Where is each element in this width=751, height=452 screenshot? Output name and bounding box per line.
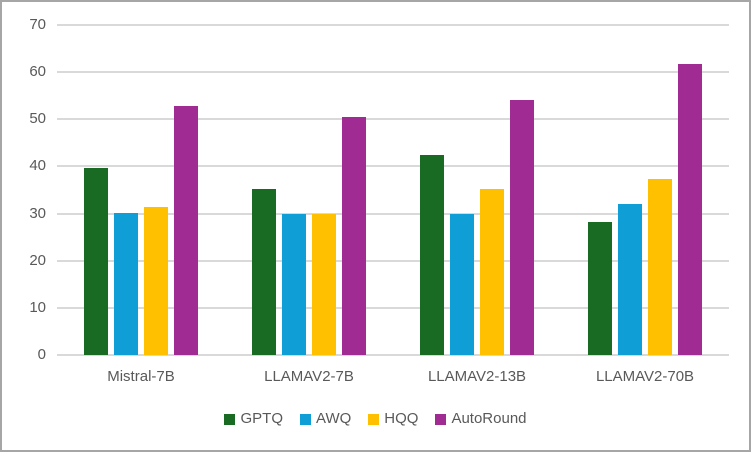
bar-hqq-llamav2-13b: [480, 189, 504, 355]
legend-swatch-gptq: [224, 413, 236, 425]
bar-gptq-llamav2-13b: [420, 155, 444, 355]
gridline: [57, 165, 729, 168]
legend-label: AutoRound: [451, 410, 527, 427]
gridline: [57, 259, 729, 262]
gridline: [57, 354, 729, 356]
bar-gptq-mistral-7b: [84, 168, 108, 355]
x-axis-category-label: Mistral-7B: [107, 368, 175, 385]
plot-area: [57, 24, 729, 356]
gridline: [57, 306, 729, 309]
bar-awq-llamav2-7b: [282, 213, 306, 355]
bar-gptq-llamav2-70b: [588, 221, 612, 355]
legend-swatch-awq: [300, 413, 311, 425]
legend-label: HQQ: [384, 410, 419, 427]
y-axis-tick-label: 0: [37, 346, 46, 363]
gridline: [57, 71, 729, 74]
bar-group-mistral-7b: [57, 25, 225, 355]
y-axis-tick-label: 60: [29, 63, 46, 81]
bar-awq-llamav2-13b: [450, 214, 474, 355]
x-axis-category-label: LLAMAV2-70B: [595, 368, 695, 385]
gridline: [57, 24, 729, 26]
legend-item-hqq: HQQ: [368, 408, 418, 430]
legend-swatch-hqq: [368, 413, 380, 425]
bar-autoround-llamav2-70b: [678, 63, 702, 355]
legend-label: GPTQ: [240, 410, 283, 427]
x-axis-category-label: LLAMAV2-13B: [427, 368, 527, 385]
legend-label: AWQ: [316, 410, 352, 427]
x-axis-category-label: LLAMAV2-7B: [264, 368, 354, 385]
y-axis-tick-label: 30: [29, 204, 46, 222]
legend-item-awq: AWQ: [300, 408, 351, 430]
bar-hqq-llamav2-7b: [312, 214, 336, 355]
gridline: [57, 118, 729, 121]
y-axis-tick-label: 70: [29, 16, 46, 33]
legend: GPTQ AWQ HQQ AutoRound: [2, 408, 749, 430]
bar-group-llamav2-7b: [225, 25, 393, 355]
bar-autoround-mistral-7b: [174, 105, 198, 355]
bar-awq-llamav2-70b: [618, 203, 642, 355]
x-axis: Mistral-7B LLAMAV2-7B LLAMAV2-13B LLAMAV2-7…: [57, 366, 729, 388]
y-axis-tick-label: 50: [29, 110, 46, 128]
legend-item-gptq: GPTQ: [224, 408, 283, 430]
bar-group-llamav2-70b: [561, 25, 729, 355]
bar-gptq-llamav2-7b: [252, 188, 276, 355]
legend-item-autoround: AutoRound: [435, 408, 527, 430]
gridline: [57, 212, 729, 215]
bar-hqq-mistral-7b: [144, 207, 168, 355]
bar-autoround-llamav2-7b: [342, 117, 366, 355]
y-axis-tick-label: 40: [29, 157, 46, 175]
bar-group-llamav2-13b: [393, 25, 561, 355]
y-axis-tick-label: 10: [29, 298, 46, 316]
legend-swatch-autoround: [435, 413, 447, 425]
bar-awq-mistral-7b: [114, 213, 138, 355]
bar-groups: [57, 25, 729, 355]
bar-hqq-llamav2-70b: [648, 178, 672, 355]
y-axis-tick-label: 20: [29, 251, 46, 269]
bar-autoround-llamav2-13b: [510, 99, 534, 355]
